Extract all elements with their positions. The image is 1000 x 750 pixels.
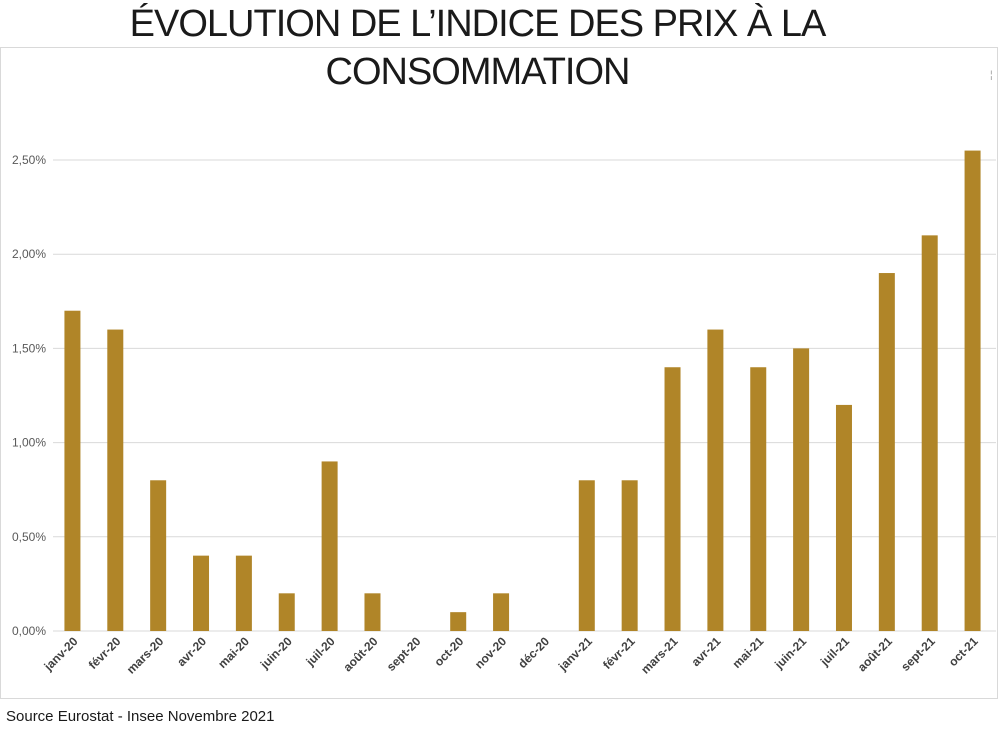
x-tick-label: sept-20 <box>384 634 424 674</box>
x-tick-label: juin-20 <box>257 634 295 672</box>
bar <box>664 367 681 631</box>
x-tick-label: sept-21 <box>898 634 938 674</box>
bar <box>793 348 810 631</box>
bar <box>621 480 638 631</box>
y-tick-label: 0,50% <box>12 530 46 544</box>
bar <box>321 461 338 631</box>
chart-title-line2: CONSOMMATION <box>325 51 631 93</box>
y-axis-tick-labels: 0,00% 0,50% 1,00% 1,50% 2,00% 2,50% <box>12 153 46 638</box>
x-tick-label: juil-20 <box>303 634 338 669</box>
y-tick-label: 2,50% <box>12 153 46 167</box>
bar <box>964 150 981 631</box>
x-tick-label: mai-20 <box>215 634 252 671</box>
x-tick-label: févr-20 <box>86 634 124 672</box>
x-axis-tick-labels: janv-20 févr-20 mars-20 avr-20 mai-20 juin-20… <box>41 634 981 677</box>
bar <box>835 404 852 631</box>
bar <box>193 555 210 631</box>
source-note: Source Eurostat - Insee Novembre 2021 <box>6 708 275 725</box>
chart-title: ÉVOLUTION DE L’INDICE DES PRIX À LA CONS… <box>0 0 955 96</box>
bar <box>364 593 381 631</box>
x-tick-label: janv-21 <box>555 634 595 674</box>
x-tick-label: juil-21 <box>817 634 852 669</box>
chart-title-line1: ÉVOLUTION DE L’INDICE DES PRIX À LA <box>129 3 827 45</box>
x-tick-label: août-20 <box>341 634 381 674</box>
bar <box>150 480 167 631</box>
plot-frame <box>0 47 998 699</box>
x-tick-label: oct-20 <box>431 634 466 669</box>
bar <box>64 310 81 631</box>
x-tick-label: janv-20 <box>41 634 81 674</box>
bar <box>278 593 295 631</box>
x-tick-label: août-21 <box>855 634 895 674</box>
bar <box>707 329 724 631</box>
bars <box>64 150 981 632</box>
x-tick-label: oct-21 <box>946 634 981 669</box>
y-tick-label: 0,00% <box>12 624 46 638</box>
y-tick-label: 1,50% <box>12 341 46 355</box>
x-tick-label: juin-21 <box>771 634 809 672</box>
bar <box>750 367 767 631</box>
x-tick-label: mars-21 <box>638 634 681 677</box>
x-tick-label: févr-21 <box>600 634 638 672</box>
x-tick-label: mars-20 <box>124 634 167 677</box>
x-tick-label: mai-21 <box>730 634 767 671</box>
bar <box>235 555 252 631</box>
y-tick-label: 2,00% <box>12 247 46 261</box>
bar <box>450 612 467 631</box>
bar <box>107 329 124 631</box>
x-tick-label: nov-20 <box>472 634 509 671</box>
x-tick-label: déc-20 <box>515 634 552 671</box>
bar <box>878 273 895 631</box>
bar <box>493 593 510 631</box>
bar <box>921 235 938 632</box>
x-tick-label: avr-21 <box>689 634 724 669</box>
x-tick-label: avr-20 <box>174 634 209 669</box>
bar <box>578 480 595 631</box>
corner-mark: ¦ <box>990 70 993 81</box>
y-tick-label: 1,00% <box>12 436 46 450</box>
